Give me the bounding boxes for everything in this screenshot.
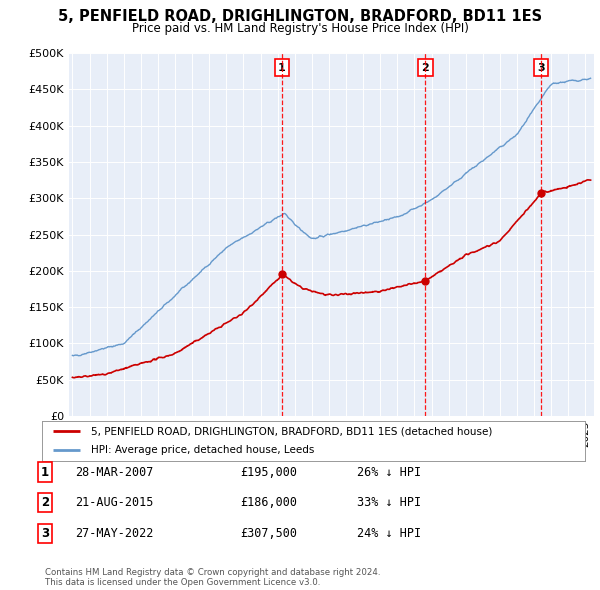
Text: 21-AUG-2015: 21-AUG-2015 <box>75 496 154 509</box>
Text: 33% ↓ HPI: 33% ↓ HPI <box>357 496 421 509</box>
Text: 3: 3 <box>41 527 49 540</box>
Text: 1: 1 <box>278 63 286 73</box>
Text: 24% ↓ HPI: 24% ↓ HPI <box>357 527 421 540</box>
Text: £186,000: £186,000 <box>240 496 297 509</box>
Text: Price paid vs. HM Land Registry's House Price Index (HPI): Price paid vs. HM Land Registry's House … <box>131 22 469 35</box>
Text: 28-MAR-2007: 28-MAR-2007 <box>75 466 154 478</box>
Text: 2: 2 <box>41 496 49 509</box>
Text: 5, PENFIELD ROAD, DRIGHLINGTON, BRADFORD, BD11 1ES (detached house): 5, PENFIELD ROAD, DRIGHLINGTON, BRADFORD… <box>91 427 492 436</box>
Text: 3: 3 <box>538 63 545 73</box>
Text: Contains HM Land Registry data © Crown copyright and database right 2024.
This d: Contains HM Land Registry data © Crown c… <box>45 568 380 587</box>
Text: 5, PENFIELD ROAD, DRIGHLINGTON, BRADFORD, BD11 1ES: 5, PENFIELD ROAD, DRIGHLINGTON, BRADFORD… <box>58 9 542 24</box>
Text: £307,500: £307,500 <box>240 527 297 540</box>
Text: £195,000: £195,000 <box>240 466 297 478</box>
Text: 26% ↓ HPI: 26% ↓ HPI <box>357 466 421 478</box>
Text: 2: 2 <box>422 63 429 73</box>
Text: 1: 1 <box>41 466 49 478</box>
Text: 27-MAY-2022: 27-MAY-2022 <box>75 527 154 540</box>
Text: HPI: Average price, detached house, Leeds: HPI: Average price, detached house, Leed… <box>91 445 314 455</box>
